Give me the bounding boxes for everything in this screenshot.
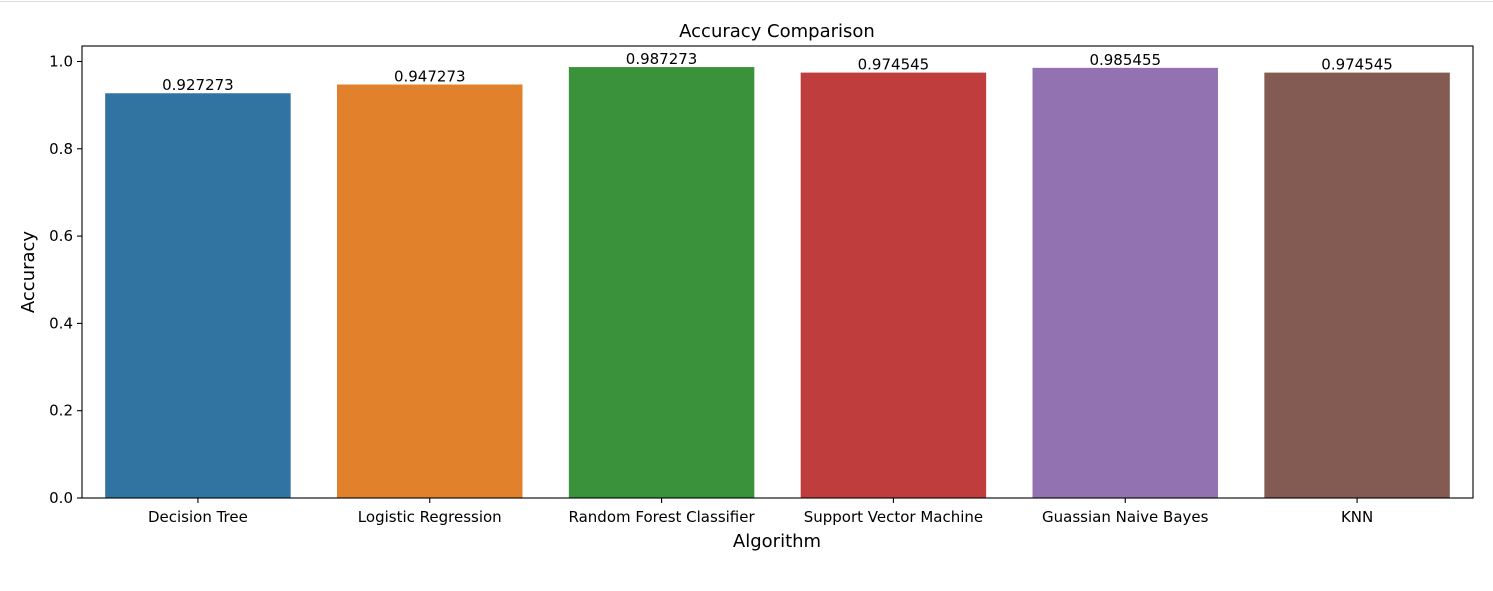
- x-axis-ticks: Decision Tree Logistic Regression Random F…: [148, 498, 1373, 526]
- chart-title: Accuracy Comparison: [679, 21, 875, 42]
- y-axis-ticks: 0.0 0.2 0.4 0.6 0.8 1.0: [49, 52, 82, 507]
- x-tick-label: Decision Tree: [148, 508, 248, 526]
- bar-value-label: 0.927273: [162, 76, 234, 94]
- bar-value-label: 0.947273: [394, 68, 466, 86]
- bar-value-label: 0.985455: [1089, 51, 1161, 69]
- bar: [1264, 72, 1450, 498]
- x-tick-label: KNN: [1341, 508, 1373, 526]
- bar-value-label: 0.974545: [1321, 56, 1393, 74]
- x-tick-label: Logistic Regression: [358, 508, 502, 526]
- x-tick-label: Support Vector Machine: [804, 508, 983, 526]
- x-axis-title: Algorithm: [733, 531, 821, 552]
- y-tick-label: 0.2: [49, 402, 73, 420]
- y-axis-title: Accuracy: [18, 231, 39, 314]
- y-tick-label: 0.6: [49, 227, 73, 245]
- bar: [568, 67, 755, 499]
- bar: [105, 93, 291, 499]
- bars-group: [105, 67, 1450, 499]
- y-tick-label: 0.0: [49, 489, 73, 507]
- y-tick-label: 0.4: [49, 314, 73, 332]
- bar: [1032, 67, 1218, 498]
- bar: [800, 72, 987, 498]
- bar-value-label: 0.987273: [626, 50, 698, 68]
- bar: [337, 84, 523, 498]
- data-labels-group: 0.927273 0.947273 0.987273 0.974545 0.985455…: [162, 50, 1393, 94]
- y-tick-label: 0.8: [49, 140, 73, 158]
- plot-frame: [81, 45, 1474, 499]
- bar-value-label: 0.974545: [858, 56, 930, 74]
- y-tick-label: 1.0: [49, 52, 73, 70]
- x-tick-label: Random Forest Classifier: [569, 508, 756, 526]
- x-tick-label: Guassian Naive Bayes: [1042, 508, 1209, 526]
